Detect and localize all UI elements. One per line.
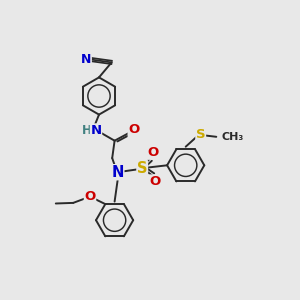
Text: O: O — [84, 190, 96, 203]
Text: H: H — [82, 124, 92, 137]
Text: O: O — [128, 123, 140, 136]
Text: S: S — [137, 161, 148, 176]
Text: S: S — [196, 128, 206, 141]
Text: O: O — [149, 175, 161, 188]
Text: N: N — [81, 53, 91, 66]
Text: N: N — [90, 124, 102, 137]
Text: N: N — [111, 165, 124, 180]
Text: CH₃: CH₃ — [222, 132, 244, 142]
Text: O: O — [147, 146, 158, 159]
